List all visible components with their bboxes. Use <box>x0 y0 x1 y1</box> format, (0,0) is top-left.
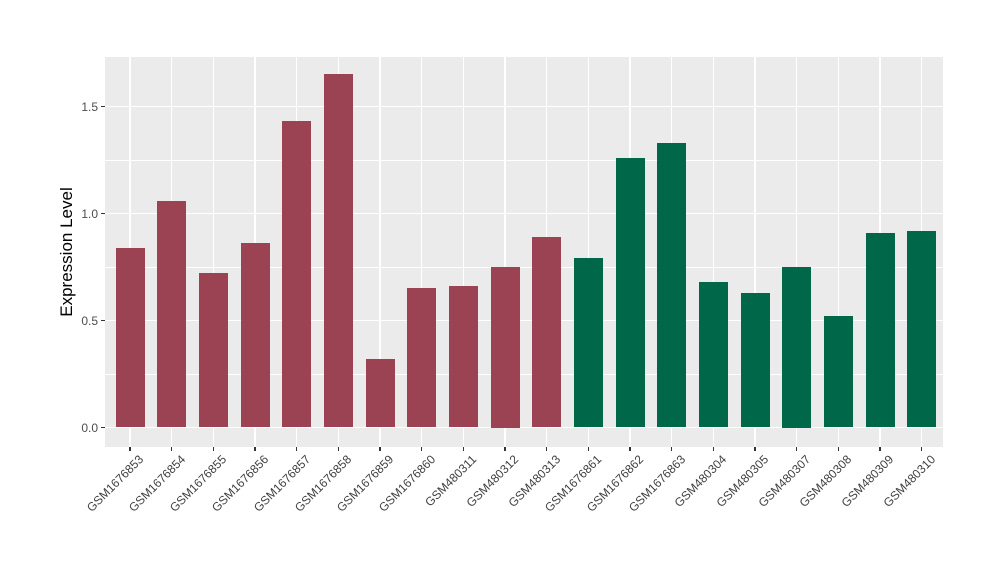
bar-GSM480312 <box>490 267 520 428</box>
x-tick-mark <box>796 447 798 451</box>
minor-gridline <box>105 266 943 268</box>
bar-GSM1676860 <box>407 288 437 428</box>
bar-GSM1676862 <box>615 157 645 428</box>
x-tick-mark <box>462 447 464 451</box>
bar-GSM480304 <box>698 281 728 428</box>
y-tick-label: 1.0 <box>81 206 98 221</box>
x-tick-mark <box>296 447 298 451</box>
y-tick-label: 1.5 <box>81 99 98 114</box>
x-tick-mark <box>129 447 131 451</box>
category-gridline <box>754 57 756 447</box>
x-tick-mark <box>379 447 381 451</box>
x-tick-mark <box>629 447 631 451</box>
bar-GSM1676859 <box>365 359 395 428</box>
major-gridline <box>105 105 943 108</box>
major-gridline <box>105 426 943 429</box>
bar-GSM480309 <box>865 232 895 428</box>
bar-GSM1676855 <box>198 273 228 428</box>
y-tick-label: 0.5 <box>81 313 98 328</box>
bar-GSM1676858 <box>323 74 353 428</box>
minor-gridline <box>105 159 943 161</box>
category-gridline <box>420 57 423 447</box>
major-gridline <box>105 319 943 322</box>
x-tick-mark <box>837 447 839 451</box>
bar-GSM1676857 <box>282 121 312 428</box>
y-tick-label: 0.0 <box>81 420 98 435</box>
bar-GSM1676863 <box>657 142 687 428</box>
x-tick-mark <box>546 447 548 451</box>
x-tick-mark <box>504 447 506 451</box>
major-gridline <box>105 212 943 215</box>
category-gridline <box>587 57 590 447</box>
x-tick-mark <box>671 447 673 451</box>
x-tick-mark <box>171 447 173 451</box>
category-gridline <box>462 57 465 447</box>
bar-GSM480310 <box>907 230 937 428</box>
category-gridline <box>379 57 381 447</box>
bar-GSM480307 <box>782 267 812 428</box>
bar-GSM1676853 <box>115 247 145 428</box>
x-tick-mark <box>587 447 589 451</box>
category-gridline <box>712 57 715 447</box>
y-tick-mark <box>100 105 105 108</box>
bar-GSM1676861 <box>573 258 603 428</box>
y-tick-mark <box>100 426 105 429</box>
x-tick-mark <box>421 447 423 451</box>
bar-GSM480305 <box>740 292 770 428</box>
category-gridline <box>504 57 506 447</box>
bar-GSM1676856 <box>240 243 270 428</box>
x-tick-mark <box>754 447 756 451</box>
bar-GSM480311 <box>448 286 478 428</box>
x-tick-mark <box>921 447 923 451</box>
x-tick-mark <box>879 447 881 451</box>
bar-GSM480313 <box>532 237 562 428</box>
category-gridline <box>796 57 798 447</box>
plot-panel <box>105 57 943 447</box>
category-gridline <box>837 57 840 447</box>
y-tick-mark <box>100 319 105 322</box>
x-tick-mark <box>337 447 339 451</box>
minor-gridline <box>105 373 943 375</box>
x-tick-mark <box>712 447 714 451</box>
y-axis-title: Expression Level <box>57 187 76 317</box>
category-gridline <box>212 57 215 447</box>
bar-GSM1676854 <box>157 200 187 428</box>
x-tick-mark <box>212 447 214 451</box>
x-tick-mark <box>254 447 256 451</box>
bar-GSM480308 <box>823 316 853 428</box>
y-tick-mark <box>100 212 105 215</box>
